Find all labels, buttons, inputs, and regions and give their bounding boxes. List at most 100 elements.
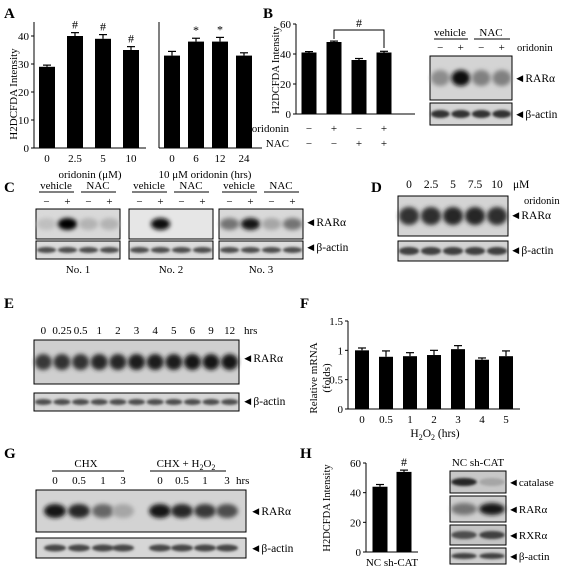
actin-blot [218,240,304,260]
actin-band [219,247,240,253]
rar-band [221,354,239,370]
y-tick-label: 0 [338,404,344,416]
actin-band [57,247,78,253]
panel-a-xgroup-left: oridonin (μM) [58,169,121,181]
actin-band [451,110,471,118]
treatment-row-label: oridonin [252,123,290,135]
panel-c-band-label-1: ◄β-actin [305,242,349,254]
bar [475,359,489,409]
bar [372,486,388,552]
blot-caption: No. 3 [249,264,274,276]
bar [67,36,83,148]
band-label-actin: ◄β-actin [242,396,286,408]
group-label: NAC [269,180,292,192]
band-label-actin: ◄β-actin [510,245,554,257]
rar-blot [128,208,214,240]
rxr-band [451,531,477,539]
panel-a-ylabel: H2DCFDA Intensity [8,48,20,140]
rar-band [109,354,127,370]
group-label: NC sh-CAT [452,457,505,469]
y-tick-label: 0 [24,143,30,155]
actin-band [150,247,171,253]
bar [326,42,342,114]
actin-band [420,247,442,255]
actin-band [92,544,114,552]
significance-mark: # [100,20,106,34]
treatment-sign: + [289,196,295,208]
bar [376,52,392,114]
arrow-left-icon: ◄ [242,396,253,408]
rar-band [34,354,52,370]
rar-band [471,70,491,86]
treatment-sign: − [306,138,312,150]
time-label: 12 [224,325,235,337]
arrow-left-icon: ◄ [514,109,525,121]
panel-label-a: A [4,6,15,22]
rar-band [112,504,134,518]
bar [427,355,441,409]
actin-band [90,399,108,405]
group-label: CHX [74,458,97,470]
rar-band [261,218,282,230]
dose-label: 7.5 [468,179,483,191]
actin-band [192,247,213,253]
tick-label: 5 [503,414,509,426]
rar-band [57,218,78,230]
treatment-sign: + [356,138,362,150]
tick-label: 0 [359,414,365,426]
dose-label: 0 [406,179,412,191]
actin-band [430,110,450,118]
significance-mark: # [128,32,134,46]
band-name: RARα [261,506,291,518]
significance-bracket [333,29,385,48]
bar [123,50,139,148]
bar [212,41,228,148]
actin-band [240,247,261,253]
arrow-left-icon: ◄ [250,506,261,518]
rar-band [194,504,216,518]
panel-label-e: E [4,296,14,312]
time-label: 5 [171,325,177,337]
treatment-sign: − [226,196,232,208]
rar-band [44,504,66,518]
actin-band [194,544,216,552]
treatment-sign: − [356,123,362,135]
time-label: 0.5 [175,475,189,487]
dose-label: 5 [450,179,456,191]
y-tick-label: 20 [350,517,362,529]
tick-label: 0 [169,153,175,165]
significance-mark: # [401,455,407,469]
time-label: 2 [115,325,121,337]
tick-label: 1 [407,414,413,426]
arrow-left-icon: ◄ [508,504,519,516]
time-label: 3 [224,475,230,487]
y-tick-label: 20 [280,79,292,91]
bar [164,55,180,148]
panel-f-ylabel-line1: Relative mRNA [308,342,320,413]
panel-h-ylabel: H2DCFDA Intensity [322,464,333,552]
treatment-sign: − [85,196,91,208]
group-label: vehicle [40,180,72,192]
treatment-sign: − [268,196,274,208]
panel-f-chart: 0 0.5 1 1.5 0 0.5 1 2 3 4 5 [329,316,520,426]
bar [355,350,369,409]
rar-band [165,354,183,370]
bar [95,38,111,148]
y-tick-label: 40 [350,488,362,500]
actin-band [109,399,127,405]
actin-band [78,247,99,253]
actin-band [183,399,201,405]
unit-label: hrs [244,325,257,337]
rar-band [127,354,146,370]
tick-label: 24 [239,153,251,165]
catalase-band [451,478,477,486]
unit-label: hrs [236,475,249,487]
significance-mark: * [193,23,199,37]
actin-band [36,247,57,253]
rar-band [183,354,201,370]
band-name: RXRα [519,530,548,542]
treat-label: oridonin [517,43,553,54]
panel-label-g: G [4,446,16,462]
band-label-actin: ◄β-actin [514,109,558,121]
